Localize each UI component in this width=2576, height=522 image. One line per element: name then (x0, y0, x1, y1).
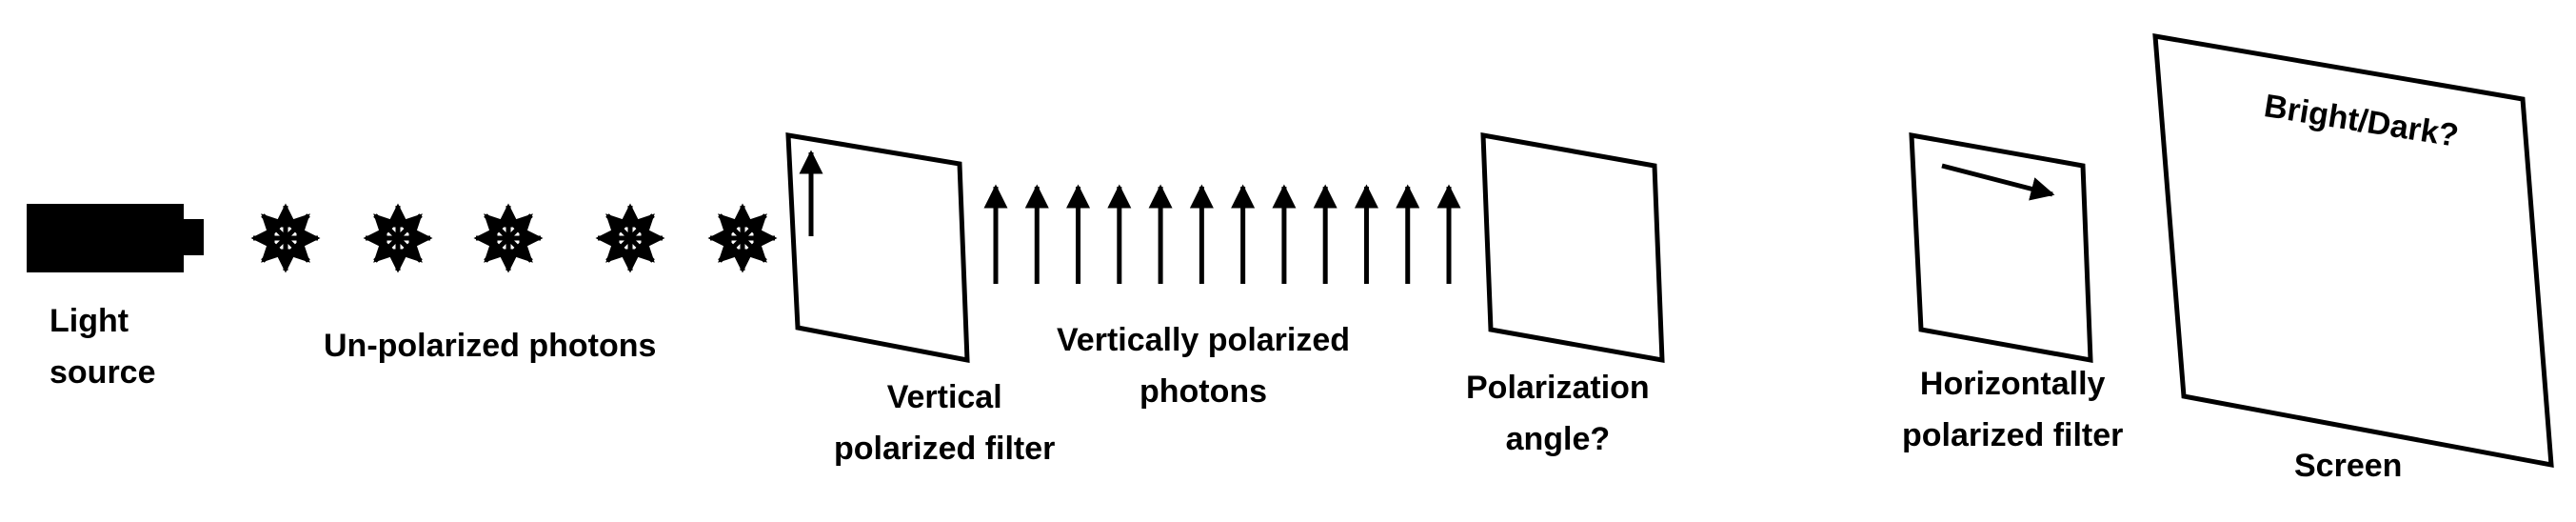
polarization-angle-label: Polarization angle? (1466, 370, 1650, 457)
unpolarized-photon-icon (250, 203, 321, 273)
screen-question: Bright/Dark? (2262, 88, 2461, 154)
unpolarized-photon-icon (595, 203, 665, 273)
horizontal-filter-label: Horizontally polarized filter (1902, 366, 2124, 453)
unpolarized-photons (250, 203, 778, 273)
vertically-polarized-photons (983, 184, 1461, 284)
horizontal-polarized-filter (1909, 131, 2093, 364)
unpolarized-photon-icon (363, 203, 433, 273)
unpolarized-photon-icon (473, 203, 544, 273)
vertically-polarized-photons-label: Vertically polarized photons (1057, 322, 1351, 410)
screen-label: Screen (2294, 448, 2403, 484)
unpolarized-photon-icon (707, 203, 778, 273)
polarization-angle-plate (1480, 131, 1665, 364)
vertical-polarized-filter (785, 132, 970, 364)
light-source-label: Light source (50, 303, 156, 391)
light-source-icon (27, 204, 204, 272)
vertical-filter-label: Vertical polarized filter (834, 379, 1056, 467)
filter-axis-horizontal-arrow (1941, 163, 2055, 201)
unpolarized-photons-label: Un-polarized photons (324, 328, 657, 364)
screen: Bright/Dark? (2152, 32, 2554, 469)
